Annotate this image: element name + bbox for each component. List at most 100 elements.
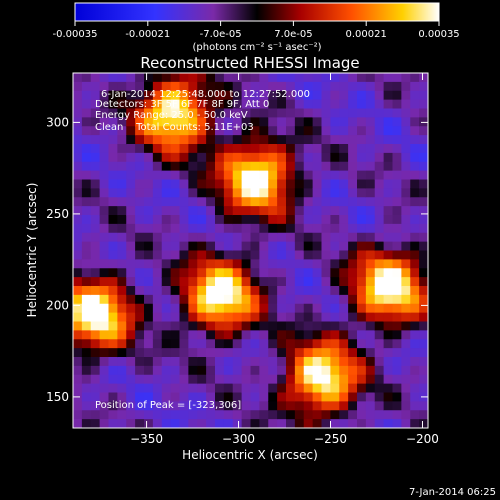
heatmap-cell: [81, 197, 92, 207]
heatmap-cell: [365, 277, 376, 287]
heatmap-cell: [277, 286, 287, 296]
heatmap-cell: [135, 135, 145, 145]
heatmap-cell: [188, 321, 198, 331]
heatmap-cell: [108, 126, 118, 136]
heatmap-cell: [410, 152, 420, 163]
heatmap-cell: [401, 223, 411, 234]
heatmap-cell: [383, 126, 394, 136]
heatmap-cell: [90, 374, 101, 385]
heatmap-cell: [294, 206, 305, 216]
heatmap-cell: [99, 215, 110, 225]
heatmap-cell: [348, 419, 358, 428]
heatmap-cell: [339, 401, 349, 411]
heatmap-cell: [99, 410, 110, 420]
heatmap-cell: [108, 339, 118, 349]
colorbar-tick-label: -0.00035: [53, 29, 98, 40]
heatmap-cell: [90, 321, 101, 331]
heatmap-cell: [232, 286, 243, 296]
heatmap-cell: [401, 392, 411, 402]
heatmap-cell: [277, 144, 287, 154]
heatmap-cell: [152, 117, 163, 127]
heatmap-cell: [419, 410, 428, 420]
heatmap-cell: [223, 250, 234, 260]
heatmap-cell: [330, 312, 340, 323]
heatmap-cell: [303, 223, 314, 234]
heatmap-cell: [419, 144, 428, 154]
heatmap-cell: [259, 223, 269, 234]
heatmap-cell: [250, 73, 260, 83]
heatmap-cell: [357, 277, 367, 287]
heatmap-cell: [215, 312, 225, 323]
heatmap-cell: [392, 268, 402, 278]
heatmap-cell: [197, 410, 207, 420]
heatmap-cell: [188, 374, 198, 385]
heatmap-cell: [383, 223, 394, 234]
heatmap-cell: [303, 170, 314, 181]
x-tick-label: −300: [222, 432, 255, 446]
heatmap-cell: [268, 135, 278, 145]
heatmap-cell: [312, 259, 323, 269]
heatmap-cell: [241, 419, 252, 428]
heatmap-cell: [170, 286, 181, 296]
heatmap-cell: [90, 90, 101, 101]
heatmap-cell: [348, 330, 358, 340]
heatmap-cell: [383, 286, 394, 296]
heatmap-cell: [357, 81, 367, 92]
heatmap-cell: [303, 241, 314, 252]
heatmap-cell: [73, 126, 83, 136]
heatmap-cell: [383, 232, 394, 243]
heatmap-cell: [161, 206, 172, 216]
heatmap-cell: [73, 232, 83, 243]
heatmap-cell: [303, 206, 314, 216]
heatmap-cell: [152, 357, 163, 367]
heatmap-cell: [73, 215, 83, 225]
heatmap-cell: [286, 108, 296, 118]
heatmap-cell: [241, 215, 252, 225]
heatmap-cell: [73, 161, 83, 172]
heatmap-cell: [108, 401, 118, 411]
heatmap-cell: [197, 250, 207, 260]
heatmap-cell: [357, 339, 367, 349]
heatmap-cell: [383, 90, 394, 101]
heatmap-cell: [117, 117, 127, 127]
heatmap-cell: [410, 117, 420, 127]
heatmap-cell: [259, 117, 269, 127]
heatmap-cell: [90, 330, 101, 340]
heatmap-cell: [223, 392, 234, 402]
heatmap-cell: [286, 330, 296, 340]
heatmap-cell: [90, 117, 101, 127]
heatmap-cell: [392, 330, 402, 340]
heatmap-cell: [268, 401, 278, 411]
heatmap-cell: [81, 277, 92, 287]
heatmap-cell: [81, 392, 92, 402]
heatmap-cell: [144, 259, 154, 269]
heatmap-cell: [108, 286, 118, 296]
heatmap-cell: [179, 419, 189, 428]
heatmap-cell: [410, 206, 420, 216]
heatmap-cell: [339, 152, 349, 163]
heatmap-cell: [197, 206, 207, 216]
heatmap-cell: [303, 365, 314, 376]
colorbar-tick-label: -0.00021: [125, 29, 170, 40]
heatmap-cell: [383, 179, 394, 189]
heatmap-cell: [161, 259, 172, 269]
heatmap-cell: [410, 135, 420, 145]
heatmap-cell: [241, 144, 252, 154]
heatmap-cell: [303, 197, 314, 207]
heatmap-cell: [135, 241, 145, 252]
heatmap-cell: [197, 73, 207, 83]
heatmap-cell: [357, 268, 367, 278]
heatmap-cell: [374, 365, 385, 376]
heatmap-cell: [383, 268, 394, 278]
heatmap-cell: [294, 250, 305, 260]
heatmap-cell: [108, 161, 118, 172]
heatmap-cell: [197, 170, 207, 181]
heatmap-cell: [135, 206, 145, 216]
heatmap-cell: [108, 197, 118, 207]
heatmap-cell: [144, 339, 154, 349]
heatmap-cell: [188, 81, 198, 92]
heatmap-cell: [357, 357, 367, 367]
heatmap-cell: [144, 215, 154, 225]
heatmap-cell: [348, 303, 358, 314]
heatmap-cell: [303, 374, 314, 385]
